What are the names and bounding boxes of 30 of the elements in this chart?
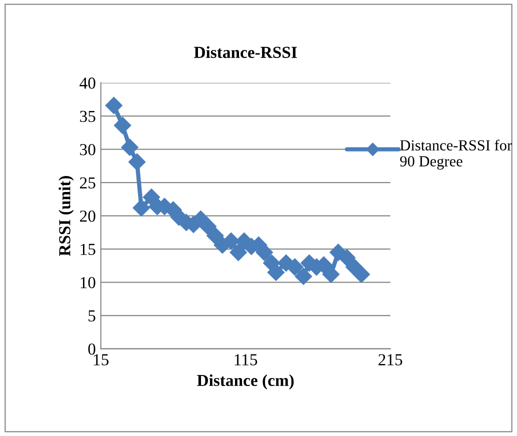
y-tick-label: 20: [80, 210, 96, 222]
point: [222, 232, 240, 250]
point: [206, 227, 224, 244]
y-tick-label: 40: [80, 78, 96, 89]
point: [267, 264, 285, 281]
point: [294, 268, 312, 285]
y-axis-title: RSSI (unit): [58, 176, 74, 256]
chart-title: Distance-RSSI: [194, 46, 297, 58]
y-tick-label: 0: [88, 344, 96, 355]
point: [199, 218, 216, 236]
x-axis-title: Distance (cm): [197, 374, 294, 390]
x-tick-label: 215: [378, 354, 402, 366]
point: [230, 244, 247, 261]
point: [256, 244, 273, 261]
point: [322, 266, 340, 283]
x-tick-label: 115: [234, 354, 258, 366]
point: [121, 138, 138, 156]
y-tick-label: 15: [80, 244, 96, 256]
point: [132, 199, 150, 216]
point: [128, 153, 146, 171]
y-tick-label: 35: [80, 110, 96, 122]
y-tick-label: 10: [80, 277, 96, 288]
y-tick-label: 30: [80, 144, 96, 156]
y-tick-label: 5: [88, 310, 96, 322]
y-tick-label: 25: [80, 177, 96, 189]
point: [114, 116, 132, 134]
point: [352, 266, 370, 283]
point: [105, 96, 122, 114]
point: [338, 249, 356, 266]
legend-label: Distance-RSSI for 90 Degree: [400, 140, 512, 170]
